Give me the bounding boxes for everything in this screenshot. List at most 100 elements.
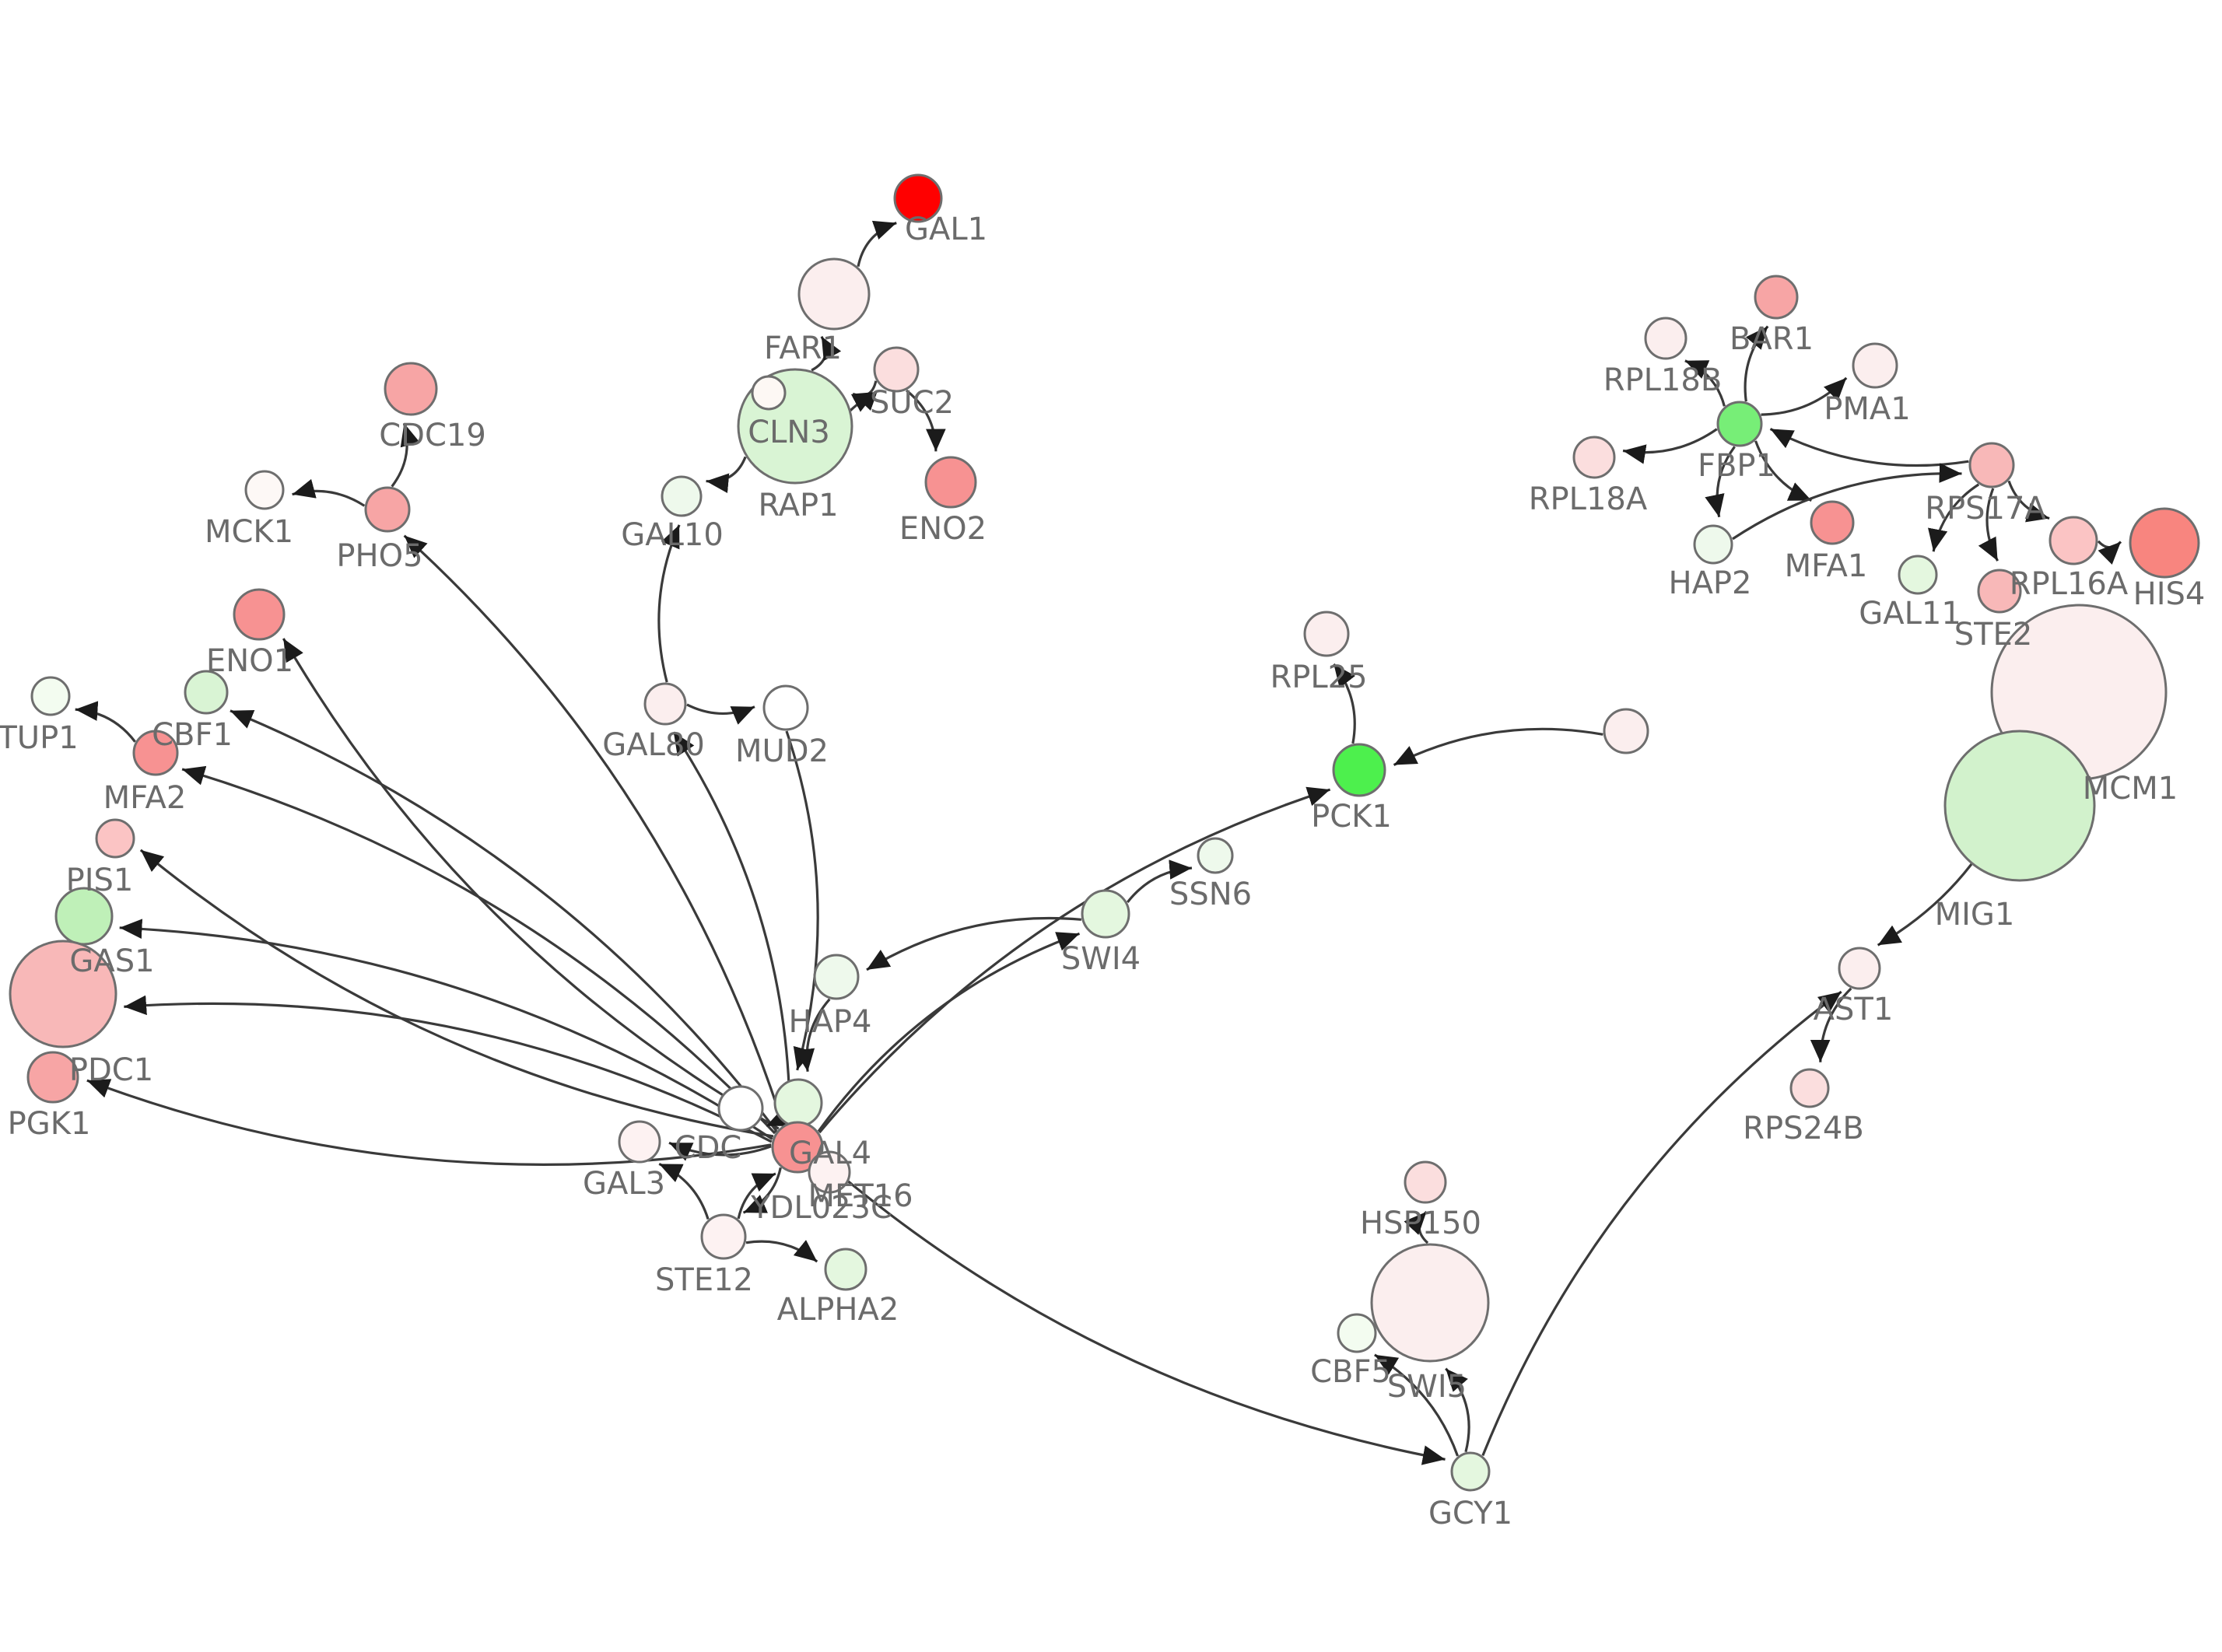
graph-node-far1[interactable] [797, 257, 871, 331]
graph-node-bar1[interactable] [1754, 275, 1799, 320]
graph-node-rpl25[interactable] [1303, 611, 1350, 657]
graph-node-mfa2[interactable] [132, 730, 179, 776]
graph-node-rps17a[interactable] [1968, 442, 2015, 488]
node-label-rpl18a: RPL18A [1529, 481, 1648, 517]
graph-edge [119, 919, 773, 1140]
graph-node-gal10[interactable] [661, 475, 703, 517]
graph-node-pho5[interactable] [364, 486, 411, 533]
graph-edge [906, 389, 946, 452]
graph-node-unlab1[interactable] [1603, 708, 1649, 754]
graph-node-hap2[interactable] [1693, 524, 1733, 565]
graph-edge [2007, 480, 2050, 523]
graph-edge [766, 1108, 791, 1132]
graph-node-his4[interactable] [2129, 507, 2200, 579]
graph-node-met16[interactable] [773, 1078, 823, 1128]
node-label-ste12: STE12 [655, 1262, 753, 1298]
graph-edge [1404, 1210, 1429, 1244]
graph-node-rpl16a[interactable] [2049, 516, 2098, 565]
graph-node-rpl18a[interactable] [1572, 436, 1616, 479]
node-label-swi4: SWI4 [1061, 941, 1141, 977]
graph-edge [139, 849, 774, 1138]
node-label-ste2: STE2 [1954, 617, 2033, 653]
graph-node-suc2[interactable] [873, 346, 920, 393]
graph-node-hsp150[interactable] [1404, 1160, 1447, 1204]
graph-node-ssn6[interactable] [1197, 837, 1234, 874]
graph-node-cdc[interactable] [717, 1085, 764, 1132]
node-label-rpl25: RPL25 [1270, 660, 1367, 695]
edge-layer [75, 220, 2122, 1465]
node-label-cbf5: CBF5 [1310, 1354, 1391, 1390]
node-label-gal1: GAL1 [905, 212, 987, 247]
graph-node-cln3inner[interactable] [751, 375, 787, 411]
node-label-rap1: RAP1 [758, 488, 838, 523]
graph-node-swi4[interactable] [1081, 889, 1130, 939]
graph-node-gal4[interactable] [771, 1121, 824, 1174]
graph-edge [1754, 440, 1812, 502]
graph-node-pis1[interactable] [95, 818, 135, 859]
graph-node-tup1[interactable] [30, 676, 71, 716]
node-label-gal3: GAL3 [583, 1166, 665, 1202]
graph-node-ste2[interactable] [1977, 569, 2022, 614]
graph-edge [1684, 359, 1726, 407]
node-label-rpl18b: RPL18B [1603, 362, 1723, 398]
graph-node-swi5[interactable] [1370, 1243, 1490, 1363]
graph-edge [745, 1240, 818, 1263]
graph-node-ast1[interactable] [1838, 947, 1881, 990]
node-label-rps24b: RPS24B [1743, 1111, 1864, 1146]
graph-edge [1445, 1367, 1470, 1453]
graph-node-alpha2[interactable] [824, 1248, 867, 1291]
graph-edge [857, 220, 897, 268]
node-label-bar1: BAR1 [1730, 321, 1814, 357]
graph-node-pdc1[interactable] [9, 940, 117, 1048]
graph-node-gal1[interactable] [893, 173, 943, 223]
graph-edge [811, 335, 842, 372]
node-label-pma1: PMA1 [1824, 391, 1910, 427]
graph-node-mud2[interactable] [762, 684, 809, 731]
node-label-mfa1: MFA1 [1785, 548, 1868, 584]
graph-node-mfa1[interactable] [1810, 500, 1855, 545]
graph-edge [657, 524, 681, 683]
node-label-his4: HIS4 [2133, 576, 2206, 612]
graph-node-gal80[interactable] [643, 682, 687, 726]
graph-edge [1333, 663, 1356, 744]
node-label-mig1: MIG1 [1935, 897, 2015, 933]
node-label-hsp150: HSP150 [1360, 1206, 1481, 1241]
graph-node-fbp1[interactable] [1716, 401, 1763, 447]
graph-node-gcy1[interactable] [1450, 1451, 1491, 1492]
graph-edge [2097, 540, 2122, 565]
graph-edge [794, 998, 831, 1073]
node-label-ydl023c: YDL023C [750, 1190, 892, 1226]
graph-node-ydl023c[interactable] [808, 1150, 851, 1194]
graph-node-cbf1[interactable] [184, 670, 229, 715]
node-label-alpha2: ALPHA2 [777, 1292, 899, 1328]
graph-node-mig1[interactable] [1943, 730, 2096, 882]
graph-edge [1393, 727, 1603, 766]
graph-node-rps24b[interactable] [1789, 1068, 1830, 1108]
graph-node-eno2[interactable] [924, 456, 977, 509]
node-label-pis1: PIS1 [66, 863, 134, 898]
graph-node-pck1[interactable] [1332, 743, 1386, 797]
graph-node-cdc19[interactable] [384, 362, 438, 416]
node-label-hap4: HAP4 [788, 1004, 871, 1040]
graph-edge [292, 478, 366, 507]
graph-edge [737, 1172, 776, 1220]
graph-node-gal11[interactable] [1898, 555, 1938, 595]
graph-edge [391, 422, 420, 488]
graph-edge [785, 730, 819, 1071]
graph-node-hap4[interactable] [813, 954, 860, 1000]
graph-node-gal3[interactable] [618, 1120, 661, 1164]
graph-node-cbf5[interactable] [1337, 1313, 1377, 1353]
node-label-hap2: HAP2 [1668, 565, 1751, 601]
graph-edge [1374, 1353, 1460, 1457]
graph-node-pma1[interactable] [1852, 342, 1898, 389]
node-label-suc2: SUC2 [870, 385, 954, 421]
graph-edge [1810, 987, 1852, 1062]
graph-node-rpl18b[interactable] [1644, 317, 1688, 360]
node-label-rps17a: RPS17A [1925, 491, 2046, 527]
graph-node-mck1[interactable] [244, 470, 285, 510]
graph-edge [1928, 483, 1980, 552]
node-label-pho5: PHO5 [336, 538, 422, 574]
graph-node-eno1[interactable] [233, 588, 286, 641]
graph-node-ste12[interactable] [700, 1213, 747, 1260]
graph-node-pgk1[interactable] [26, 1051, 79, 1104]
